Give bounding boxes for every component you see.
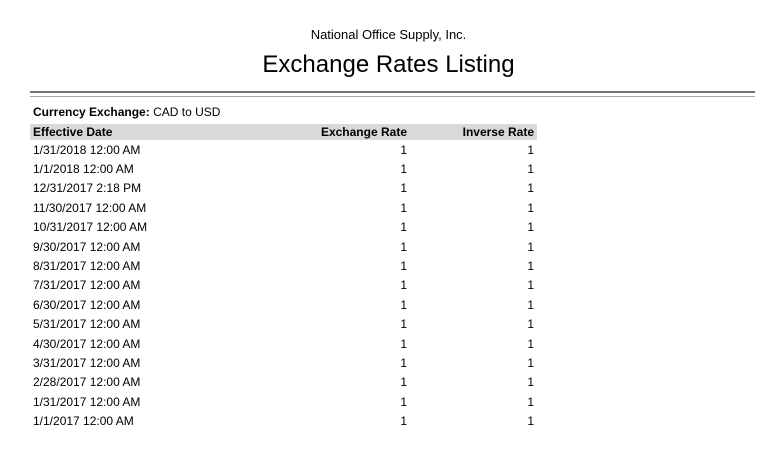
cell-inverse-rate: 1: [527, 375, 534, 390]
table-row: 4/30/2017 12:00 AM 1 1: [30, 334, 537, 353]
cell-effective-date: 6/30/2017 12:00 AM: [33, 297, 141, 312]
cell-exchange-rate: 1: [400, 297, 407, 312]
cell-inverse-rate: 1: [527, 220, 534, 235]
filter-label: Currency Exchange:: [33, 105, 150, 119]
cell-inverse-rate: 1: [527, 181, 534, 196]
cell-exchange-rate: 1: [400, 220, 407, 235]
cell-inverse-rate: 1: [527, 414, 534, 429]
cell-inverse-rate: 1: [527, 336, 534, 351]
table-row: 7/31/2017 12:00 AM 1 1: [30, 276, 537, 295]
table-row: 2/28/2017 12:00 AM 1 1: [30, 373, 537, 392]
cell-inverse-rate: 1: [527, 317, 534, 332]
cell-inverse-rate: 1: [527, 355, 534, 370]
table-row: 1/1/2017 12:00 AM 1 1: [30, 411, 537, 430]
cell-effective-date: 4/30/2017 12:00 AM: [33, 336, 141, 351]
table-row: 1/31/2017 12:00 AM 1 1: [30, 392, 537, 411]
cell-exchange-rate: 1: [400, 414, 407, 429]
table-row: 5/31/2017 12:00 AM 1 1: [30, 315, 537, 334]
cell-effective-date: 3/31/2017 12:00 AM: [33, 355, 141, 370]
column-header-inverse-rate: Inverse Rate: [410, 124, 537, 140]
cell-exchange-rate: 1: [400, 181, 407, 196]
cell-inverse-rate: 1: [527, 162, 534, 177]
cell-exchange-rate: 1: [400, 200, 407, 215]
report-title: Exchange Rates Listing: [262, 51, 515, 78]
cell-exchange-rate: 1: [400, 355, 407, 370]
cell-inverse-rate: 1: [527, 200, 534, 215]
cell-exchange-rate: 1: [400, 394, 407, 409]
cell-inverse-rate: 1: [527, 394, 534, 409]
cell-exchange-rate: 1: [400, 142, 407, 157]
column-header-effective-date: Effective Date: [30, 124, 280, 140]
table-row: 1/1/2018 12:00 AM 1 1: [30, 159, 537, 178]
cell-exchange-rate: 1: [400, 278, 407, 293]
table-row: 10/31/2017 12:00 AM 1 1: [30, 218, 537, 237]
table-row: 11/30/2017 12:00 AM 1 1: [30, 198, 537, 217]
cell-effective-date: 9/30/2017 12:00 AM: [33, 239, 141, 254]
table-body: 1/31/2018 12:00 AM 1 1 1/1/2018 12:00 AM 1 1 1…: [30, 140, 537, 431]
cell-exchange-rate: 1: [400, 259, 407, 274]
table-row: 12/31/2017 2:18 PM 1 1: [30, 179, 537, 198]
cell-effective-date: 1/31/2017 12:00 AM: [33, 394, 141, 409]
column-header-exchange-rate: Exchange Rate: [280, 124, 410, 140]
exchange-rates-table: Effective Date Exchange Rate Inverse Rat…: [30, 124, 537, 431]
cell-inverse-rate: 1: [527, 297, 534, 312]
cell-exchange-rate: 1: [400, 317, 407, 332]
cell-exchange-rate: 1: [400, 239, 407, 254]
currency-exchange-filter: Currency Exchange: CAD to USD: [33, 105, 220, 119]
cell-effective-date: 5/31/2017 12:00 AM: [33, 317, 141, 332]
table-row: 6/30/2017 12:00 AM 1 1: [30, 295, 537, 314]
cell-exchange-rate: 1: [400, 336, 407, 351]
cell-effective-date: 1/1/2017 12:00 AM: [33, 414, 134, 429]
table-row: 9/30/2017 12:00 AM 1 1: [30, 237, 537, 256]
cell-effective-date: 12/31/2017 2:18 PM: [33, 181, 142, 196]
filter-value: CAD to USD: [153, 105, 221, 119]
table-row: 3/31/2017 12:00 AM 1 1: [30, 353, 537, 372]
cell-inverse-rate: 1: [527, 278, 534, 293]
table-row: 1/31/2018 12:00 AM 1 1: [30, 140, 537, 159]
header-divider-top: [30, 91, 755, 93]
cell-effective-date: 10/31/2017 12:00 AM: [33, 220, 148, 235]
company-name: National Office Supply, Inc.: [310, 27, 467, 42]
cell-effective-date: 1/1/2018 12:00 AM: [33, 162, 134, 177]
cell-effective-date: 2/28/2017 12:00 AM: [33, 375, 141, 390]
table-header-row: Effective Date Exchange Rate Inverse Rat…: [30, 124, 537, 140]
cell-effective-date: 8/31/2017 12:00 AM: [33, 259, 141, 274]
cell-inverse-rate: 1: [527, 239, 534, 254]
cell-inverse-rate: 1: [527, 259, 534, 274]
table-row: 8/31/2017 12:00 AM 1 1: [30, 256, 537, 275]
header-divider-bottom: [30, 96, 755, 97]
cell-exchange-rate: 1: [400, 375, 407, 390]
cell-exchange-rate: 1: [400, 162, 407, 177]
cell-effective-date: 7/31/2017 12:00 AM: [33, 278, 141, 293]
cell-effective-date: 1/31/2018 12:00 AM: [33, 142, 141, 157]
cell-effective-date: 11/30/2017 12:00 AM: [33, 200, 147, 215]
cell-inverse-rate: 1: [527, 142, 534, 157]
